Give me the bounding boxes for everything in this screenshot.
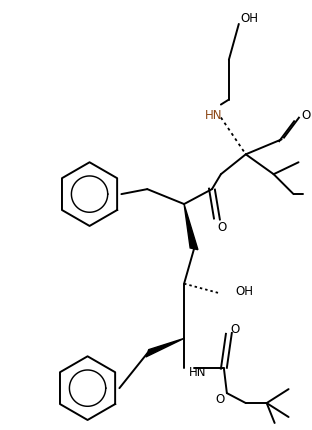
Text: O: O <box>230 322 240 335</box>
Text: OH: OH <box>241 12 259 25</box>
Text: HN: HN <box>205 109 223 122</box>
Polygon shape <box>184 205 198 250</box>
Polygon shape <box>146 338 184 357</box>
Text: O: O <box>301 109 311 122</box>
Text: O: O <box>217 221 227 234</box>
Text: HN: HN <box>189 365 207 378</box>
Text: OH: OH <box>236 285 254 298</box>
Text: O: O <box>215 392 225 405</box>
